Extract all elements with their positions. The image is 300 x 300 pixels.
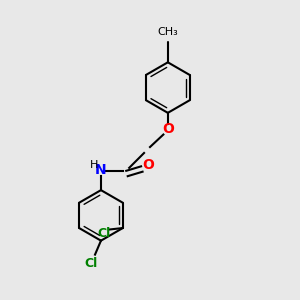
Text: Cl: Cl	[97, 227, 110, 240]
Text: CH₃: CH₃	[158, 27, 178, 37]
Text: H: H	[90, 160, 99, 170]
Text: N: N	[95, 163, 107, 177]
Text: O: O	[162, 122, 174, 136]
Text: Cl: Cl	[85, 257, 98, 270]
Text: O: O	[142, 158, 154, 172]
